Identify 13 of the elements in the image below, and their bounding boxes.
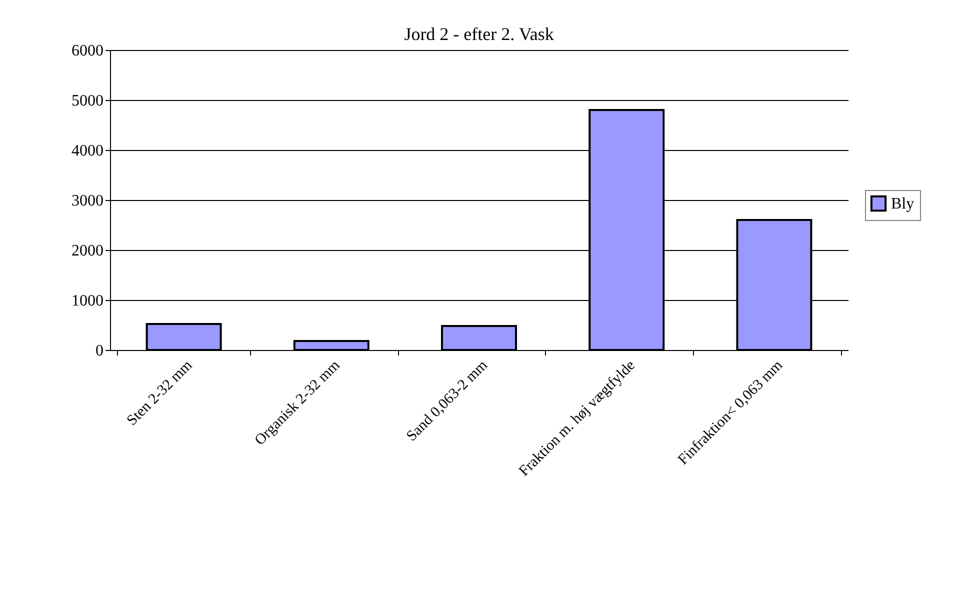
bar: [293, 340, 370, 351]
chart-title: Jord 2 - efter 2. Vask: [404, 24, 554, 44]
legend-label: Bly: [891, 196, 914, 212]
y-tick-label: 0: [96, 342, 104, 360]
y-tick-label: 1000: [72, 292, 104, 310]
x-tick-label: Sten 2-32 mm: [124, 357, 196, 429]
y-tick-label: 4000: [72, 142, 104, 160]
y-tick-label: 6000: [72, 42, 104, 60]
bar: [146, 323, 222, 351]
y-tick-label: 5000: [72, 92, 104, 110]
y-tick-label: 2000: [72, 242, 104, 260]
y-tick-label: 3000: [72, 192, 104, 210]
bar: [441, 325, 517, 351]
